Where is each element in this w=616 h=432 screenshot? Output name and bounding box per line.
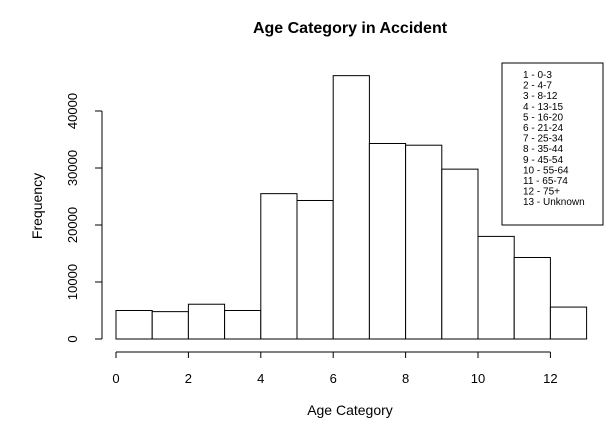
histogram-bar bbox=[187, 303, 226, 340]
y-tick-label: 30000 bbox=[65, 150, 80, 186]
y-tick-label: 10000 bbox=[65, 264, 80, 300]
histogram-bar bbox=[224, 310, 262, 340]
histogram-bar bbox=[368, 142, 407, 340]
bars-layer bbox=[115, 75, 588, 340]
legend-entry: 2 - 4-7 bbox=[523, 81, 552, 92]
histogram-bar bbox=[405, 144, 443, 340]
legend-entry: 1 - 0-3 bbox=[523, 70, 552, 81]
legend-entry: 11 - 65-74 bbox=[523, 176, 568, 187]
x-tick-label: 0 bbox=[112, 371, 119, 386]
legend: 1 - 0-32 - 4-73 - 8-124 - 13-155 - 16-20… bbox=[501, 62, 604, 226]
x-axis: 0 2 4 6 8 10 12 bbox=[112, 351, 558, 386]
legend-entry: 13 - Unknown bbox=[523, 197, 585, 208]
chart-title: Age Category in Accident bbox=[253, 20, 448, 37]
legend-entry: 3 - 8-12 bbox=[523, 91, 558, 102]
histogram-bar bbox=[260, 193, 298, 340]
histogram-bar bbox=[151, 311, 189, 340]
x-axis-label: Age Category bbox=[307, 402, 393, 418]
histogram-bar bbox=[477, 235, 515, 340]
legend-box bbox=[501, 62, 604, 226]
histogram-bar bbox=[513, 256, 551, 340]
histogram-bar bbox=[549, 306, 588, 340]
legend-entry: 9 - 45-54 bbox=[523, 155, 563, 166]
x-tick-label: 8 bbox=[402, 371, 409, 386]
histogram-bar bbox=[332, 75, 370, 340]
y-tick-label: 0 bbox=[65, 335, 80, 342]
x-tick-label: 12 bbox=[543, 371, 557, 386]
y-axis-label: Frequency bbox=[29, 173, 45, 239]
histogram-bar bbox=[296, 199, 334, 340]
legend-entry: 6 - 21-24 bbox=[523, 123, 563, 134]
legend-entry: 5 - 16-20 bbox=[523, 112, 563, 123]
x-tick-label: 10 bbox=[471, 371, 485, 386]
legend-entry: 12 - 75+ bbox=[523, 187, 560, 198]
x-tick-label: 6 bbox=[330, 371, 337, 386]
legend-entry: 10 - 55-64 bbox=[523, 165, 569, 176]
y-tick-label: 20000 bbox=[65, 207, 80, 243]
y-tick-label: 40000 bbox=[65, 93, 80, 129]
histogram-bar bbox=[441, 168, 479, 340]
x-tick-label: 4 bbox=[257, 371, 264, 386]
x-tick-label: 2 bbox=[185, 371, 192, 386]
histogram-bar bbox=[115, 310, 153, 340]
y-axis: 0 10000 20000 30000 40000 bbox=[65, 93, 103, 343]
legend-entry: 8 - 35-44 bbox=[523, 144, 563, 155]
legend-entry: 7 - 25-34 bbox=[523, 134, 563, 145]
legend-entry: 4 - 13-15 bbox=[523, 102, 563, 113]
